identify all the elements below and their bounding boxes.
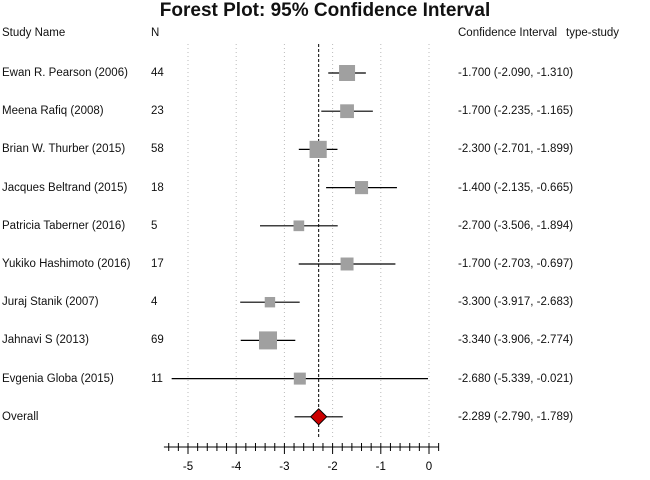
study-estimate-marker [340, 104, 354, 119]
study-confidence-interval: -2.700 (-3.506, -1.894) [458, 219, 574, 232]
study-estimate-marker [339, 65, 356, 81]
study-confidence-interval: -3.300 (-3.917, -2.683) [458, 296, 574, 309]
study-confidence-interval: -1.700 (-2.235, -1.165) [458, 105, 574, 118]
overall-confidence-interval: -2.289 (-2.790, -1.789) [458, 410, 574, 423]
overall-diamond-marker [309, 408, 328, 426]
study-estimate-marker [264, 296, 276, 308]
study-name: Ewan R. Pearson (2006) [2, 67, 128, 79]
study-confidence-interval: -1.700 (-2.090, -1.310) [458, 67, 574, 79]
x-tick-label: -4 [231, 461, 242, 473]
study-estimate-marker [293, 372, 306, 385]
x-tick-label: -5 [183, 461, 193, 473]
study-estimate-marker [293, 220, 305, 232]
study-confidence-interval: -1.700 (-2.703, -0.697) [458, 258, 574, 270]
study-name: Juraj Stanik (2007) [2, 296, 99, 309]
study-n: 69 [151, 334, 164, 347]
study-confidence-interval: -3.340 (-3.906, -2.774) [458, 334, 574, 347]
x-tick-label: -3 [279, 461, 289, 473]
study-confidence-interval: -1.400 (-2.135, -0.665) [458, 181, 574, 194]
study-n: 58 [151, 143, 164, 156]
study-estimate-marker [340, 257, 354, 271]
study-n: 44 [151, 67, 164, 79]
study-name: Meena Rafiq (2008) [2, 105, 104, 118]
study-n: 23 [151, 105, 164, 118]
x-tick-label: -2 [327, 461, 337, 473]
study-name: Brian W. Thurber (2015) [2, 143, 126, 156]
study-name: Jacques Beltrand (2015) [2, 181, 128, 194]
study-name: Patricia Taberner (2016) [2, 219, 126, 232]
header-type-study: type-study [566, 27, 620, 39]
study-name: Yukiko Hashimoto (2016) [2, 258, 131, 270]
chart-title: Forest Plot: 95% Confidence Interval [159, 0, 491, 21]
study-estimate-marker [259, 331, 278, 350]
header-study-name: Study Name [2, 27, 66, 39]
header-n: N [151, 27, 160, 39]
overall-label: Overall [2, 410, 39, 423]
study-estimate-marker [354, 181, 369, 195]
study-confidence-interval: -2.680 (-5.339, -0.021) [458, 372, 574, 385]
study-name: Jahnavi S (2013) [2, 334, 89, 347]
study-n: 11 [151, 372, 163, 385]
header-confidence-interval: Confidence Interval [458, 27, 558, 39]
x-tick-label: -1 [376, 461, 386, 473]
study-n: 5 [151, 219, 158, 232]
study-n: 17 [151, 258, 164, 270]
study-n: 18 [151, 181, 164, 194]
x-tick-label: 0 [426, 461, 432, 473]
study-name: Evgenia Globa (2015) [2, 372, 114, 385]
study-n: 4 [151, 296, 158, 309]
study-estimate-marker [309, 140, 327, 158]
study-confidence-interval: -2.300 (-2.701, -1.899) [458, 143, 574, 156]
